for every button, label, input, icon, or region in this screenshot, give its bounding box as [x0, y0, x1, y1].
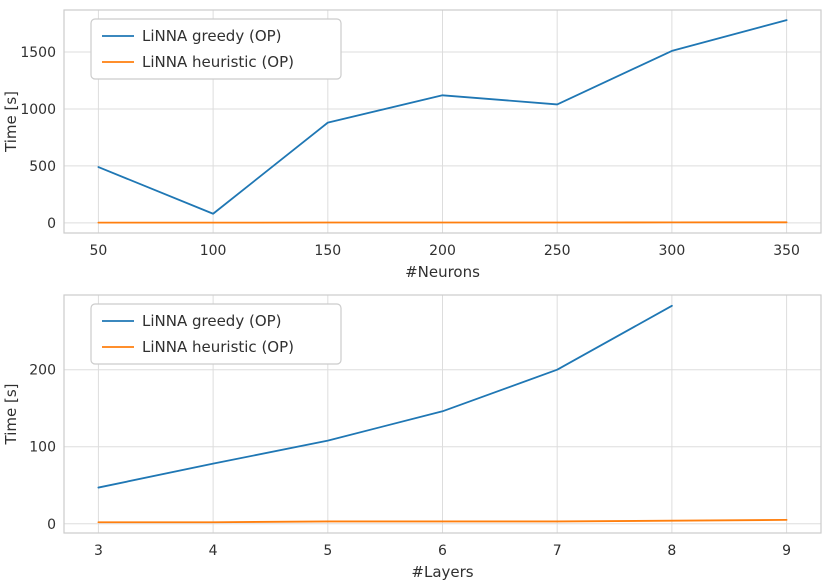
- legend-box: [90, 18, 342, 80]
- y-tick-label: 1000: [20, 102, 56, 118]
- x-tick-label: 7: [553, 543, 562, 559]
- x-axis-label: #Layers: [411, 563, 473, 581]
- x-tick-label: 300: [659, 243, 686, 259]
- x-tick-label: 8: [667, 543, 676, 559]
- x-tick-label: 100: [200, 243, 227, 259]
- x-tick-label: 9: [782, 543, 791, 559]
- x-tick-label: 150: [314, 243, 341, 259]
- plot-border: [63, 294, 822, 534]
- legend-label-linna-greedy-op: LiNNA greedy (OP): [142, 312, 282, 330]
- neurons-time-chart: 50 100 150 200 250 300 350 0 500 1000 1500 #Neurons…: [2, 9, 822, 281]
- layers-time-chart: 3 4 5 6 7 8 9 0 100 200 #Layers Time [s] LiNNA greed…: [2, 294, 822, 581]
- legend-label-linna-greedy-op: LiNNA greedy (OP): [142, 27, 282, 45]
- y-tick-label: 0: [47, 517, 56, 533]
- series-line-linna-heuristic-op: [97, 519, 788, 524]
- x-tick-label: 50: [89, 243, 107, 259]
- x-tick-label: 6: [438, 543, 447, 559]
- y-tick-label: 500: [29, 159, 56, 175]
- y-tick-label: 1500: [20, 45, 56, 61]
- legend-label-linna-heuristic-op: LiNNA heuristic (OP): [142, 338, 294, 356]
- x-tick-label: 200: [429, 243, 456, 259]
- y-tick-label: 100: [29, 440, 56, 456]
- x-tick-label: 250: [544, 243, 571, 259]
- series-line-linna-greedy-op: [97, 19, 788, 215]
- legend-label-linna-heuristic-op: LiNNA heuristic (OP): [142, 53, 294, 71]
- x-axis-label: #Neurons: [405, 263, 480, 281]
- series-line-linna-greedy-op: [97, 304, 673, 489]
- y-tick-label: 200: [29, 363, 56, 379]
- legend-box: [90, 303, 342, 365]
- x-tick-label: 4: [209, 543, 218, 559]
- x-tick-label: 3: [94, 543, 103, 559]
- plot-border: [63, 9, 822, 234]
- y-axis-label: Time [s]: [2, 384, 20, 446]
- x-tick-label: 350: [773, 243, 800, 259]
- x-tick-label: 5: [323, 543, 332, 559]
- y-tick-label: 0: [47, 216, 56, 232]
- y-axis-label: Time [s]: [2, 91, 20, 153]
